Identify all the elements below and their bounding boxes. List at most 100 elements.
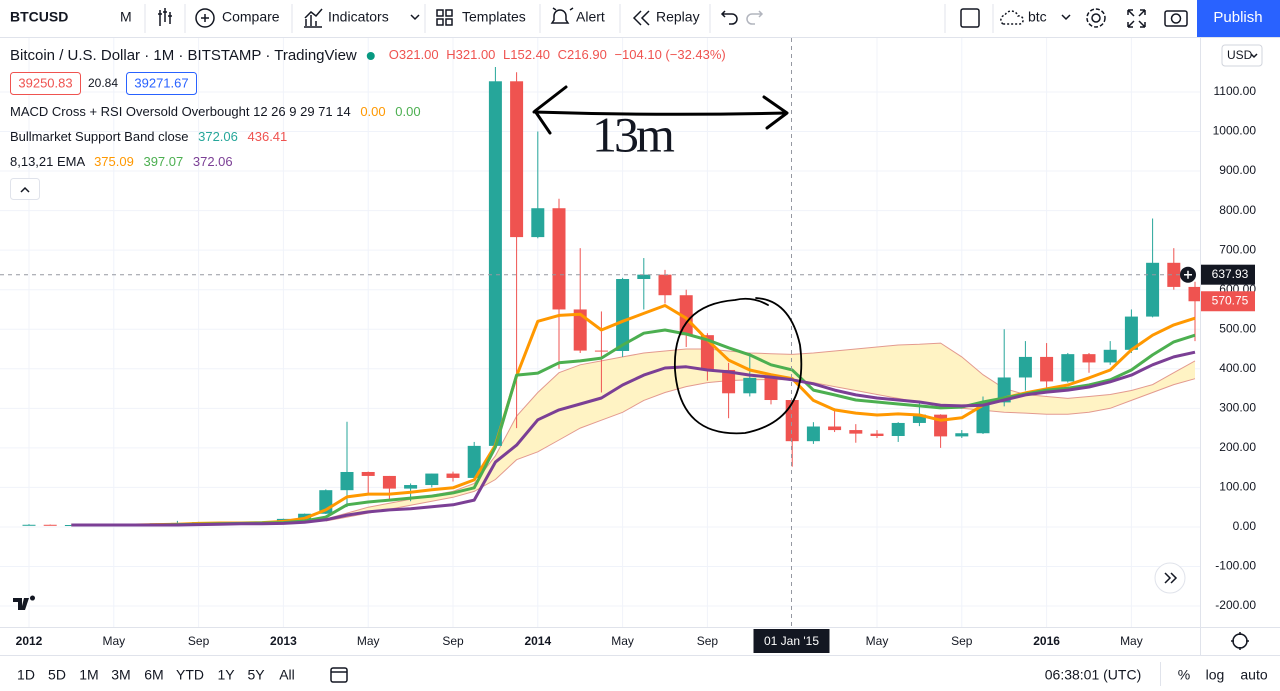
crosshair-time: 01 Jan '15 (764, 634, 819, 648)
range-button[interactable]: 1Y (217, 667, 235, 683)
range-button[interactable]: 5D (48, 667, 66, 683)
y-tick-label: 1000.00 (1213, 124, 1257, 138)
candle-body (891, 422, 905, 437)
scale-option[interactable]: log (1206, 667, 1225, 683)
candle-body (531, 208, 545, 238)
y-tick-label: 200.00 (1219, 440, 1256, 454)
toolbar: BTCUSD M Compare Indicators Templates (0, 0, 1280, 38)
candle-body (340, 471, 354, 491)
candle-body (1146, 262, 1160, 317)
layout-name[interactable]: btc (1028, 9, 1047, 25)
candle-body (785, 400, 799, 442)
crosshair (0, 38, 1200, 627)
alert-button[interactable]: Alert (576, 9, 605, 25)
crosshair-plus-icon (1184, 270, 1192, 279)
candle-body (658, 274, 672, 296)
logo[interactable] (13, 595, 35, 610)
high-value: H321.00 (446, 47, 495, 62)
candle-body (43, 524, 57, 526)
candle-body (722, 369, 736, 394)
spread: 20.84 (88, 76, 118, 90)
ema-line (71, 350, 1196, 527)
range-button[interactable]: 1D (17, 667, 35, 683)
arrow-line (532, 110, 788, 116)
y-tick-label: -200.00 (1215, 598, 1256, 612)
indicator-legend[interactable]: Bullmarket Support Band close 372.06 436… (10, 129, 287, 144)
indicator-legend[interactable]: 8,13,21 EMA 375.09 397.07 372.06 (10, 154, 233, 169)
separators (144, 4, 994, 33)
candle-body (298, 513, 312, 519)
candle-body (361, 471, 375, 476)
replay-button[interactable]: Replay (656, 9, 700, 25)
x-tick-label: 2016 (1033, 634, 1060, 648)
range-button[interactable]: 6M (144, 667, 163, 683)
candle-body (1167, 262, 1181, 287)
publish-button-bg[interactable] (1197, 0, 1280, 37)
symbol[interactable]: BTCUSD (10, 9, 68, 25)
arrow-head (762, 95, 789, 130)
x-tick-label: May (102, 634, 125, 648)
candle-body (849, 430, 863, 434)
axes: -200.00 -100.00 0.00 100.00 200.00 300.00 400.… (16, 84, 1257, 648)
clock[interactable]: 06:38:01 (UTC) (1045, 667, 1141, 683)
candle-body (382, 475, 396, 489)
indicator-legend[interactable]: MACD Cross + RSI Oversold Overbought 12 … (10, 104, 421, 119)
candle-body (870, 433, 884, 437)
candle-body (976, 402, 990, 434)
candle-body (806, 426, 820, 442)
indicator-name: 8,13,21 EMA (10, 154, 85, 169)
candle-body (425, 473, 439, 486)
range-button[interactable]: All (279, 667, 295, 683)
scale-option[interactable]: % (1178, 667, 1190, 683)
toolbar-icons[interactable] (158, 7, 1188, 28)
currency-box[interactable] (1221, 44, 1263, 67)
candle-body (404, 485, 418, 489)
templates-button[interactable]: Templates (462, 9, 526, 25)
y-tick-label: 400.00 (1219, 361, 1256, 375)
calendar-icon[interactable] (330, 667, 348, 683)
x-tick-label: Sep (442, 634, 464, 648)
range-button[interactable]: 5Y (247, 667, 265, 683)
low-value: L152.40 (503, 47, 550, 62)
support-band (325, 343, 1195, 522)
indicator-value: 372.06 (198, 129, 238, 144)
range-button[interactable]: 1M (79, 667, 98, 683)
sell-price[interactable]: 39250.83 (18, 75, 72, 90)
x-tick-label: May (1120, 634, 1143, 648)
ohlc-header: O321.00 H321.00 L152.40 C216.90 −104.10 … (389, 47, 726, 62)
candle-body (552, 208, 566, 310)
band-upper-line (325, 342, 1196, 520)
y-tick-label: -100.00 (1215, 559, 1256, 573)
buy-box[interactable] (126, 72, 197, 95)
x-tick-label: Sep (951, 634, 973, 648)
y-tick-label: 500.00 (1219, 321, 1256, 335)
drawing (532, 85, 803, 435)
buy-price[interactable]: 39271.67 (134, 75, 188, 90)
x-tick-label: Sep (697, 634, 719, 648)
candle-body (573, 309, 587, 351)
indicator-value: 436.41 (248, 129, 288, 144)
sell-box[interactable] (10, 72, 81, 95)
axis-settings[interactable] (1231, 632, 1249, 650)
y-tick-label: 800.00 (1219, 203, 1256, 217)
last-price-box (1201, 291, 1255, 312)
circle-mark (674, 297, 803, 435)
scale-option[interactable]: auto (1240, 667, 1267, 683)
candle-body (446, 473, 460, 478)
candle-body (828, 426, 842, 431)
currency[interactable]: USD (1227, 48, 1253, 62)
market-status-dot (366, 52, 375, 60)
candle-body (510, 81, 524, 238)
interval[interactable]: M (120, 9, 132, 25)
compare-button[interactable]: Compare (222, 9, 280, 25)
dropdown-caret (410, 14, 420, 21)
publish-button[interactable]: Publish (1213, 9, 1262, 26)
candle-body (1061, 354, 1075, 382)
x-tick-label: May (357, 634, 380, 648)
indicators-button[interactable]: Indicators (328, 9, 389, 25)
grid (0, 38, 1200, 627)
range-button[interactable]: 3M (111, 667, 130, 683)
range-button[interactable]: YTD (176, 667, 204, 683)
candle-body (616, 279, 630, 351)
